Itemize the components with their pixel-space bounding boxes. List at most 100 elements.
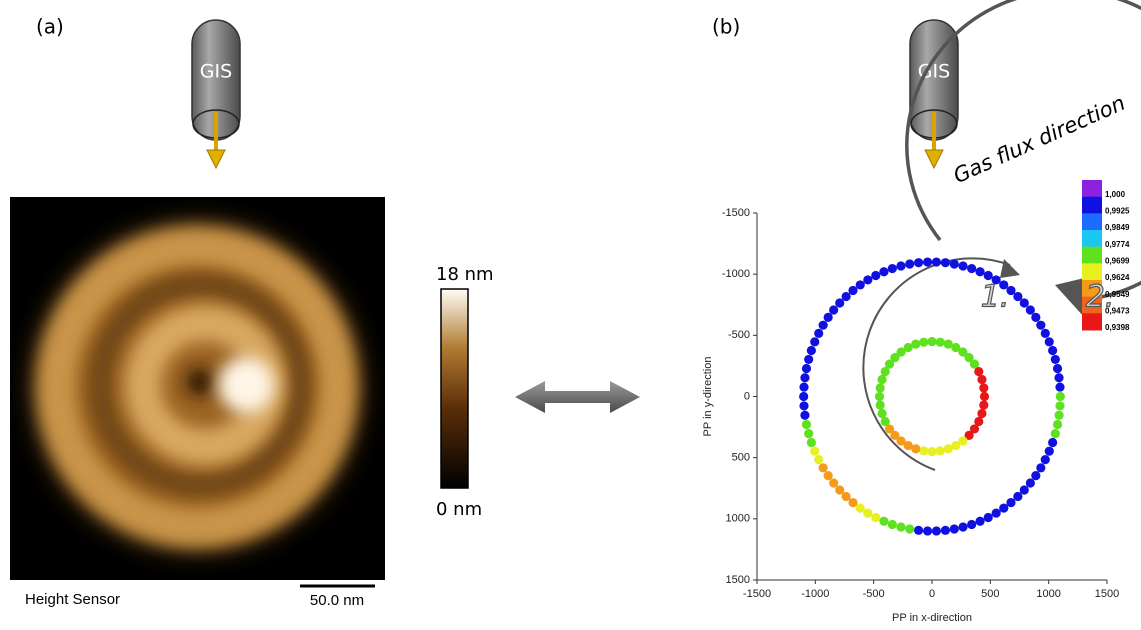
data-point [1044,337,1054,347]
data-point [879,267,889,277]
panel-label: (a) [36,15,64,39]
gis-icon [191,19,241,170]
data-point [810,446,820,456]
data-point [1040,455,1050,465]
x-tick-label: 1500 [1095,588,1119,600]
data-point [979,400,989,410]
data-point [951,342,961,353]
data-point [935,446,945,456]
data-point [880,366,890,377]
gis-label: GIS [918,61,950,83]
data-point [863,508,873,518]
x-tick-label: -1500 [743,588,771,600]
data-point [977,374,987,385]
data-point [810,337,820,347]
arrow-head [1000,259,1020,278]
data-point [879,516,889,526]
data-point [919,446,929,456]
data-point [1052,363,1063,374]
data-point [969,359,980,369]
data-point [848,285,858,296]
data-point [890,430,900,441]
data-point [829,478,839,488]
colorbar-max: 18 nm [436,264,494,285]
data-point [1044,446,1054,456]
data-point [896,347,906,357]
colorbar-band [1082,213,1102,231]
data-point [913,258,924,268]
colorbar-label: 0,9699 [1105,256,1130,265]
data-point [829,305,839,315]
data-point [814,455,824,465]
x-axis-label: PP in x-direction [892,612,972,624]
data-point [964,352,974,363]
data-point [800,410,810,420]
data-point [848,497,858,508]
colorbar-band [1082,196,1102,214]
data-point [974,416,984,427]
y-tick-label: 0 [744,390,750,402]
data-point [1036,463,1046,473]
afm-image [10,197,385,580]
data-point [877,408,887,419]
data-point [1040,328,1050,338]
data-point [1048,437,1058,448]
data-point [841,291,851,302]
data-point [969,424,980,434]
data-point [940,258,951,268]
colorbar-label: 0,9549 [1105,290,1130,299]
data-point [903,342,913,353]
data-point [896,436,906,446]
data-point [922,257,933,267]
data-point [940,525,951,535]
data-point [983,270,993,281]
gis-label: GIS [200,61,232,83]
data-point [887,263,897,274]
data-point [975,267,985,277]
data-point [823,312,833,322]
data-point [931,257,942,267]
data-point [799,401,809,411]
data-point [806,345,816,356]
data-point [1050,354,1060,365]
panel-label: (b) [712,15,740,39]
data-point [804,428,814,439]
data-point [871,512,881,523]
series-label: 2. [1086,280,1115,315]
data-point [1048,345,1058,356]
data-point [801,419,812,430]
data-point [977,408,987,419]
data-point [871,270,881,281]
data-point [896,261,906,271]
x-tick-label: -500 [863,588,885,600]
data-point [818,320,828,330]
colorbar-min: 0 nm [436,499,482,520]
data-point [1019,298,1029,308]
data-point [999,280,1009,290]
data-point [999,503,1009,513]
data-point [1052,419,1063,430]
data-point [927,446,937,457]
colorbar-label: 0,9849 [1105,223,1130,232]
data-point [975,516,985,526]
data-point [979,383,989,393]
data-point [814,328,824,338]
data-point [1054,373,1064,383]
data-point [943,444,953,454]
y-tick-label: 500 [732,452,750,464]
data-point [958,261,968,271]
data-point [991,508,1001,518]
y-axis-label: PP in y-direction [702,357,714,437]
colorbar-label: 0,9624 [1105,273,1130,282]
scale-bar-label: 50.0 nm [310,592,364,609]
data-point [1006,285,1016,296]
data-point [855,503,865,513]
data-point [804,354,814,365]
data-point [1006,497,1016,508]
data-point [1013,491,1023,502]
double-arrow [515,381,640,413]
data-point [1013,291,1023,302]
data-point [919,337,929,347]
y-tick-label: -1000 [722,268,750,280]
